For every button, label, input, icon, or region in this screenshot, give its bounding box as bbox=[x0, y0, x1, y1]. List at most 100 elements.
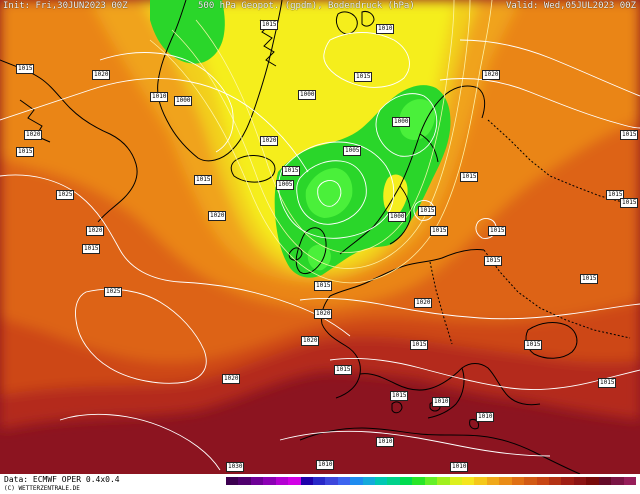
svalbard-coast bbox=[335, 11, 375, 35]
isobar-label: 1015 bbox=[390, 391, 409, 401]
greenland-coast bbox=[157, 0, 283, 162]
russia-borders bbox=[429, 119, 631, 345]
scale-swatch bbox=[573, 477, 587, 485]
color-scale bbox=[226, 477, 636, 485]
isobar-label: 1020 bbox=[260, 136, 279, 146]
isobar-1010-africa bbox=[279, 430, 551, 457]
scale-swatch bbox=[387, 477, 400, 485]
scale-swatch bbox=[312, 477, 326, 485]
scale-swatch bbox=[511, 477, 525, 485]
isobar-1015-north bbox=[0, 78, 309, 173]
isobar-label: 1015 bbox=[484, 256, 503, 266]
isobar-1010-greenland bbox=[99, 52, 234, 153]
scale-swatch bbox=[424, 477, 438, 485]
isobar-label: 1015 bbox=[354, 72, 373, 82]
map-title: 500 hPa Geopot. (gpdm), Bodendruck (hPa) bbox=[198, 1, 415, 11]
isobar-1020-east bbox=[459, 39, 640, 97]
isobar-label: 1015 bbox=[580, 274, 599, 284]
isobar-label: 1030 bbox=[226, 462, 245, 472]
isobar-1025-azores bbox=[75, 288, 207, 384]
isobar-label: 1010 bbox=[376, 437, 395, 447]
scale-swatch bbox=[288, 477, 301, 485]
scale-swatch bbox=[486, 477, 500, 485]
isobar-label: 1010 bbox=[432, 397, 451, 407]
isobar-label: 1020 bbox=[86, 226, 105, 236]
isobar-label: 1010 bbox=[376, 24, 395, 34]
scale-swatch bbox=[623, 477, 636, 485]
scale-swatch bbox=[548, 477, 562, 485]
isobar-label: 1020 bbox=[92, 70, 111, 80]
color-scale-ticks: ​ bbox=[226, 486, 636, 491]
isobar-label: 1000 bbox=[174, 96, 193, 106]
isobar-1015-europe bbox=[299, 297, 640, 320]
scale-swatch bbox=[250, 477, 264, 485]
scale-swatch bbox=[611, 477, 624, 485]
scale-swatch bbox=[362, 477, 376, 485]
low-pressure-green bbox=[150, 0, 451, 278]
isobar-label: 1020 bbox=[208, 211, 227, 221]
isobar-label: 1020 bbox=[222, 374, 241, 384]
isobar-label: 1015 bbox=[606, 190, 625, 200]
europe-mainland-coast bbox=[321, 249, 541, 419]
isobar-label: 1015 bbox=[488, 226, 507, 236]
scandinavia-coast bbox=[339, 85, 486, 255]
isobar-label: 1015 bbox=[314, 281, 333, 291]
data-source: Data: ECMWF OPER 0.4x0.4 bbox=[4, 475, 120, 484]
isobar-label: 1025 bbox=[104, 287, 123, 297]
isobar-label: 1015 bbox=[260, 20, 279, 30]
isobar-label: 1005 bbox=[276, 180, 295, 190]
isobar-label: 1020 bbox=[314, 309, 333, 319]
scale-swatch bbox=[462, 477, 475, 485]
isobar-label: 1015 bbox=[430, 226, 449, 236]
scale-swatch bbox=[524, 477, 537, 485]
scale-swatch bbox=[437, 477, 450, 485]
scale-swatch bbox=[449, 477, 463, 485]
isobar-label: 1010 bbox=[316, 460, 335, 470]
isobar-label: 1000 bbox=[392, 117, 411, 127]
isobar-label: 1000 bbox=[298, 90, 317, 100]
scale-swatch bbox=[399, 477, 413, 485]
isobar-label: 1015 bbox=[410, 340, 429, 350]
scale-swatch bbox=[598, 477, 612, 485]
green-light-core-2 bbox=[399, 99, 436, 140]
isobar-small-ring-1 bbox=[413, 200, 435, 221]
isobar-1030-high bbox=[59, 413, 221, 471]
geopotential-contours bbox=[149, 0, 493, 284]
isobar-label: 1015 bbox=[16, 64, 35, 74]
credit: (C) WETTERZENTRALE.DE bbox=[4, 485, 80, 492]
isobar-label: 1015 bbox=[598, 378, 617, 388]
isobar-label: 1020 bbox=[301, 336, 320, 346]
isobar-label: 1015 bbox=[82, 244, 101, 254]
isobar-1000-low bbox=[296, 160, 367, 225]
scale-swatch bbox=[586, 477, 599, 485]
isobar-label: 1010 bbox=[476, 412, 495, 422]
isobar-label: 1000 bbox=[388, 212, 407, 222]
green-low-greenland bbox=[150, 0, 225, 64]
green-light-core-1 bbox=[305, 168, 353, 218]
scale-swatch bbox=[561, 477, 574, 485]
isobar-svalbard bbox=[323, 32, 410, 88]
scale-swatch bbox=[536, 477, 549, 485]
scale-swatch bbox=[300, 477, 313, 485]
isobar-label: 1005 bbox=[343, 146, 362, 156]
isobar-label: 1015 bbox=[194, 175, 213, 185]
isobar-label: 1015 bbox=[620, 130, 639, 140]
init-time: Init: Fri,30JUN2023 00Z bbox=[3, 1, 128, 11]
isobar-label: 1020 bbox=[414, 298, 433, 308]
isobar-label: 1010 bbox=[450, 462, 469, 472]
isobar-label: 1010 bbox=[150, 92, 169, 102]
africa-coast bbox=[299, 427, 581, 475]
isobar-label: 1015 bbox=[524, 340, 543, 350]
scale-swatch bbox=[238, 477, 251, 485]
iceland-coast bbox=[230, 155, 276, 183]
isobar-1015-med bbox=[329, 358, 640, 390]
scale-swatch bbox=[325, 477, 338, 485]
isobar-label: 1015 bbox=[282, 166, 301, 176]
isobar-label: 1015 bbox=[334, 365, 353, 375]
scale-swatch bbox=[275, 477, 289, 485]
scale-swatch bbox=[263, 477, 276, 485]
footer: Data: ECMWF OPER 0.4x0.4 (C) WETTERZENTR… bbox=[0, 474, 640, 494]
isobar-label: 1020 bbox=[24, 130, 43, 140]
scale-swatch bbox=[337, 477, 351, 485]
